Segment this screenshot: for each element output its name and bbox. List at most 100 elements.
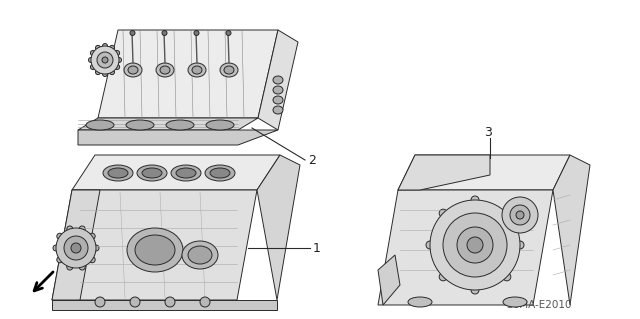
Polygon shape	[553, 155, 590, 305]
Circle shape	[471, 196, 479, 204]
Circle shape	[91, 46, 119, 74]
Ellipse shape	[273, 106, 283, 114]
Circle shape	[79, 264, 85, 270]
Ellipse shape	[171, 165, 201, 181]
Circle shape	[102, 43, 108, 48]
Polygon shape	[72, 155, 280, 190]
Ellipse shape	[124, 63, 142, 77]
Text: 2: 2	[308, 153, 316, 167]
Ellipse shape	[127, 228, 183, 272]
Polygon shape	[398, 155, 490, 190]
Circle shape	[116, 57, 122, 63]
Polygon shape	[378, 190, 553, 305]
Ellipse shape	[182, 241, 218, 269]
Ellipse shape	[224, 66, 234, 74]
Text: 1: 1	[313, 241, 321, 255]
Ellipse shape	[160, 66, 170, 74]
Polygon shape	[258, 30, 298, 130]
Circle shape	[430, 200, 520, 290]
Circle shape	[109, 45, 115, 50]
Text: 3: 3	[484, 127, 492, 139]
Circle shape	[471, 286, 479, 294]
Circle shape	[109, 70, 115, 75]
Ellipse shape	[220, 63, 238, 77]
Circle shape	[90, 50, 95, 56]
Circle shape	[95, 297, 105, 307]
Ellipse shape	[126, 120, 154, 130]
Polygon shape	[378, 255, 400, 305]
Circle shape	[115, 50, 120, 56]
Circle shape	[53, 245, 59, 251]
Polygon shape	[78, 130, 278, 145]
Circle shape	[439, 209, 447, 217]
Polygon shape	[78, 118, 258, 130]
Circle shape	[97, 52, 113, 68]
Circle shape	[502, 197, 538, 233]
Circle shape	[67, 226, 73, 232]
Ellipse shape	[176, 168, 196, 178]
Ellipse shape	[210, 168, 230, 178]
Ellipse shape	[128, 66, 138, 74]
Ellipse shape	[135, 235, 175, 265]
Ellipse shape	[192, 66, 202, 74]
Polygon shape	[52, 190, 100, 300]
Ellipse shape	[206, 120, 234, 130]
Ellipse shape	[103, 165, 133, 181]
Polygon shape	[398, 155, 570, 190]
Circle shape	[194, 31, 199, 35]
Ellipse shape	[108, 168, 128, 178]
Circle shape	[503, 273, 511, 281]
Circle shape	[89, 233, 95, 239]
Circle shape	[516, 211, 524, 219]
Circle shape	[88, 57, 93, 63]
Polygon shape	[52, 300, 277, 310]
Text: S6MA-E2010: S6MA-E2010	[506, 300, 572, 310]
Circle shape	[56, 228, 96, 268]
Circle shape	[503, 209, 511, 217]
Ellipse shape	[273, 76, 283, 84]
Ellipse shape	[408, 297, 432, 307]
Circle shape	[90, 64, 95, 70]
Circle shape	[57, 257, 63, 263]
Circle shape	[102, 57, 108, 63]
Circle shape	[467, 237, 483, 253]
Ellipse shape	[142, 168, 162, 178]
Circle shape	[426, 241, 434, 249]
Ellipse shape	[273, 86, 283, 94]
Ellipse shape	[188, 63, 206, 77]
Circle shape	[130, 297, 140, 307]
Circle shape	[79, 226, 85, 232]
Circle shape	[64, 236, 88, 260]
Ellipse shape	[188, 246, 212, 264]
Circle shape	[95, 45, 100, 50]
Circle shape	[165, 297, 175, 307]
Circle shape	[67, 264, 73, 270]
Circle shape	[162, 31, 167, 35]
Polygon shape	[52, 190, 257, 300]
Circle shape	[57, 233, 63, 239]
Circle shape	[95, 70, 100, 75]
Ellipse shape	[503, 297, 527, 307]
Ellipse shape	[166, 120, 194, 130]
Circle shape	[443, 213, 507, 277]
Polygon shape	[257, 155, 300, 300]
Polygon shape	[98, 30, 278, 118]
Circle shape	[226, 31, 231, 35]
Text: FR.: FR.	[58, 253, 76, 263]
Circle shape	[71, 243, 81, 253]
Ellipse shape	[86, 120, 114, 130]
Ellipse shape	[137, 165, 167, 181]
Circle shape	[510, 205, 530, 225]
Circle shape	[93, 245, 99, 251]
Circle shape	[89, 257, 95, 263]
Circle shape	[457, 227, 493, 263]
Ellipse shape	[205, 165, 235, 181]
Circle shape	[516, 241, 524, 249]
Circle shape	[200, 297, 210, 307]
Ellipse shape	[273, 96, 283, 104]
Circle shape	[130, 31, 135, 35]
Circle shape	[439, 273, 447, 281]
Circle shape	[115, 64, 120, 70]
Ellipse shape	[156, 63, 174, 77]
Circle shape	[102, 71, 108, 77]
